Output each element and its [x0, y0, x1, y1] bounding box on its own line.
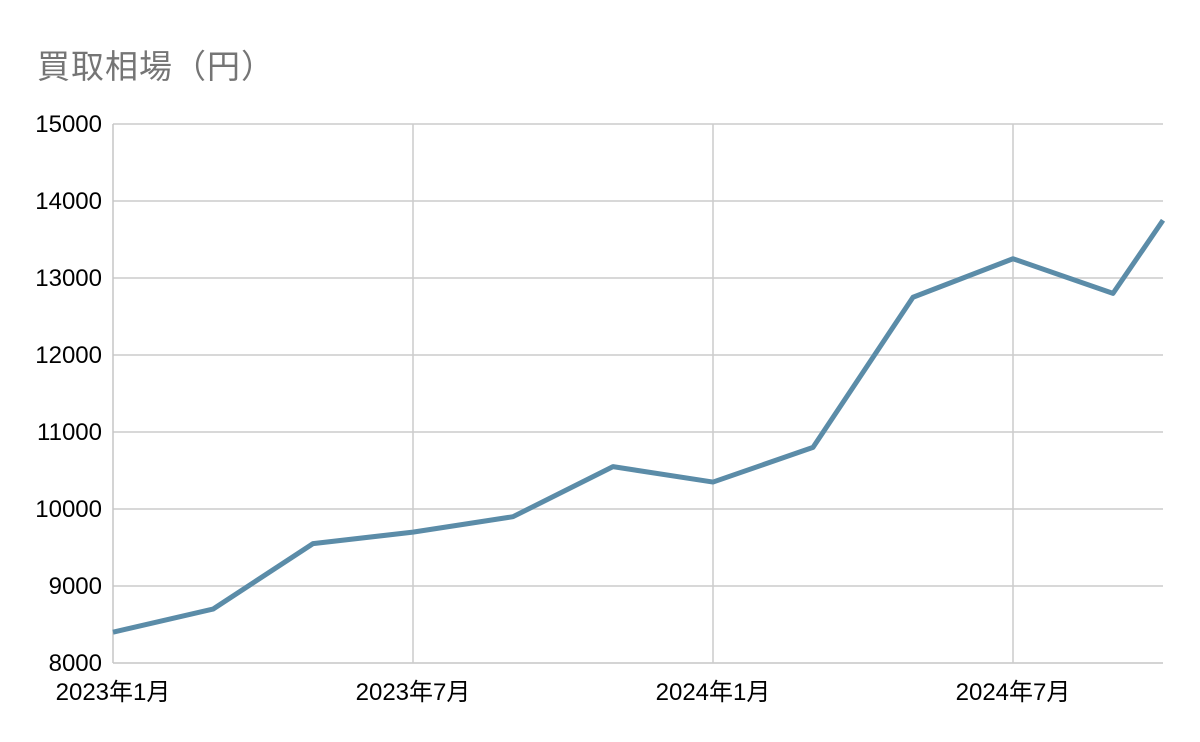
y-tick-label: 8000	[49, 650, 102, 677]
y-tick-label: 13000	[35, 265, 102, 292]
x-axis-labels: 2023年1月 2023年7月 2024年1月 2024年7月	[56, 679, 1071, 706]
y-tick-label: 12000	[35, 342, 102, 369]
x-tick-label: 2024年7月	[956, 679, 1071, 706]
y-axis-labels: 8000 9000 10000 11000 12000 13000 14000 15000	[35, 111, 102, 677]
x-tick-label: 2024年1月	[656, 679, 771, 706]
y-tick-label: 15000	[35, 111, 102, 138]
y-gridlines	[113, 123, 1163, 664]
chart-title: 買取相場（円）	[37, 48, 275, 85]
y-tick-label: 10000	[35, 496, 102, 523]
y-tick-label: 14000	[35, 188, 102, 215]
y-tick-label: 11000	[37, 419, 102, 446]
price-line-series	[112, 218, 1166, 635]
x-tick-label: 2023年1月	[56, 679, 171, 706]
x-gridlines	[112, 124, 1014, 663]
x-tick-label: 2023年7月	[356, 679, 471, 706]
y-tick-label: 9000	[49, 573, 102, 600]
